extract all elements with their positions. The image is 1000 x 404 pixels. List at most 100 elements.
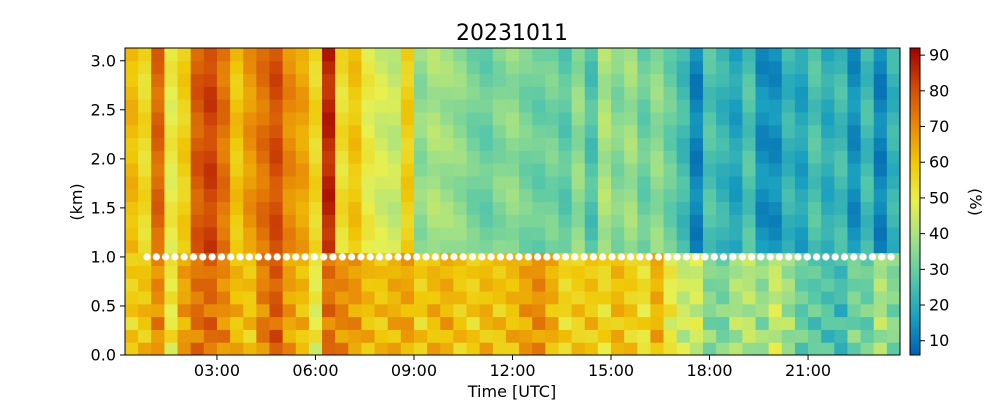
heatmap-cell [256,175,270,190]
heatmap-cell [151,150,165,164]
heatmap-cell [532,188,546,202]
heatmap-cell [492,124,507,139]
heatmap-cell [282,239,297,254]
marker-point [478,253,486,261]
heatmap-cell [177,265,192,279]
heatmap-cell [716,265,730,279]
heatmap-cell [177,303,192,318]
heatmap-cell [269,73,284,87]
heatmap-cell [308,137,323,151]
heatmap-cell [505,48,520,62]
heatmap-cell [808,137,822,151]
heatmap-cell [729,227,743,241]
heatmap-cell [400,214,415,228]
heatmap-cell [177,48,192,62]
heatmap-cell [243,150,257,164]
marker-point [431,253,439,261]
heatmap-cell [702,163,717,177]
heatmap-cell [335,163,349,177]
heatmap-cell [335,175,349,190]
heatmap-cell [216,303,231,318]
heatmap-cell [873,111,888,126]
heatmap-cell [663,291,678,305]
heatmap-cell [282,329,297,343]
heatmap-cell [216,150,231,164]
heatmap-cell [256,163,270,177]
heatmap-cell [781,342,796,356]
heatmap-cell [650,265,665,279]
heatmap-cell [702,316,717,330]
heatmap-cell [413,175,428,190]
heatmap-cell [138,265,152,279]
heatmap-cell [440,99,454,113]
heatmap-cell [203,137,218,151]
heatmap-cell [545,86,559,100]
heatmap-cell [243,124,257,139]
marker-point [673,253,681,261]
heatmap-cell [335,278,349,292]
heatmap-cell [400,201,415,215]
heatmap-cell [479,227,494,241]
heatmap-cell [335,265,349,279]
heatmap-cell [794,201,809,215]
heatmap-cell [729,291,743,305]
heatmap-cell [374,265,389,279]
heatmap-cell [190,278,205,292]
marker-point [692,253,700,261]
heatmap-cell [440,175,454,190]
heatmap-cell [282,163,297,177]
heatmap-cell [847,163,862,177]
heatmap-cell [164,99,179,113]
heatmap-cell [322,201,336,215]
heatmap-cell [348,291,362,305]
heatmap-cell [256,303,270,318]
heatmap-cell [348,124,362,139]
marker-point [506,253,514,261]
heatmap-cell [611,99,625,113]
heatmap-cell [479,342,494,356]
heatmap-cell [860,214,875,228]
heatmap-cell [650,316,665,330]
heatmap-cell [125,214,139,228]
heatmap-cell [519,73,533,87]
marker-point [310,253,318,261]
heatmap-cell [847,278,862,292]
marker-point [468,253,477,261]
heatmap-cell [729,303,743,318]
marker-point [264,253,272,261]
heatmap-cell [216,137,231,151]
colorbar-tick-label: 80 [929,81,949,100]
heatmap-cell [860,163,875,177]
colorbar-tick-label: 50 [929,188,949,207]
heatmap-cell [676,60,691,75]
heatmap-cell [821,188,835,202]
heatmap-cell [400,48,415,62]
heatmap-cell [584,48,599,62]
heatmap-cell [781,86,796,100]
heatmap-cell [834,60,848,75]
heatmap-cell [650,201,665,215]
heatmap-cell [492,73,507,87]
heatmap-cell [794,111,809,126]
heatmap-cell [125,303,139,318]
heatmap-cell [808,316,822,330]
heatmap-cell [611,124,625,139]
heatmap-cell [624,316,638,330]
heatmap-cell [125,188,139,202]
heatmap-cell [400,99,415,113]
heatmap-cell [427,291,441,305]
heatmap-cell [440,124,454,139]
heatmap-cell [190,124,205,139]
heatmap-cell [427,227,441,241]
marker-point [301,253,309,261]
heatmap-cell [597,278,612,292]
heatmap-cell [216,278,231,292]
heatmap-cell [203,188,218,202]
heatmap-cell [361,278,376,292]
heatmap-cell [413,188,428,202]
heatmap-cell [742,86,757,100]
heatmap-cell [295,188,310,202]
heatmap-cell [729,150,743,164]
heatmap-cell [216,201,231,215]
heatmap-cell [164,188,179,202]
